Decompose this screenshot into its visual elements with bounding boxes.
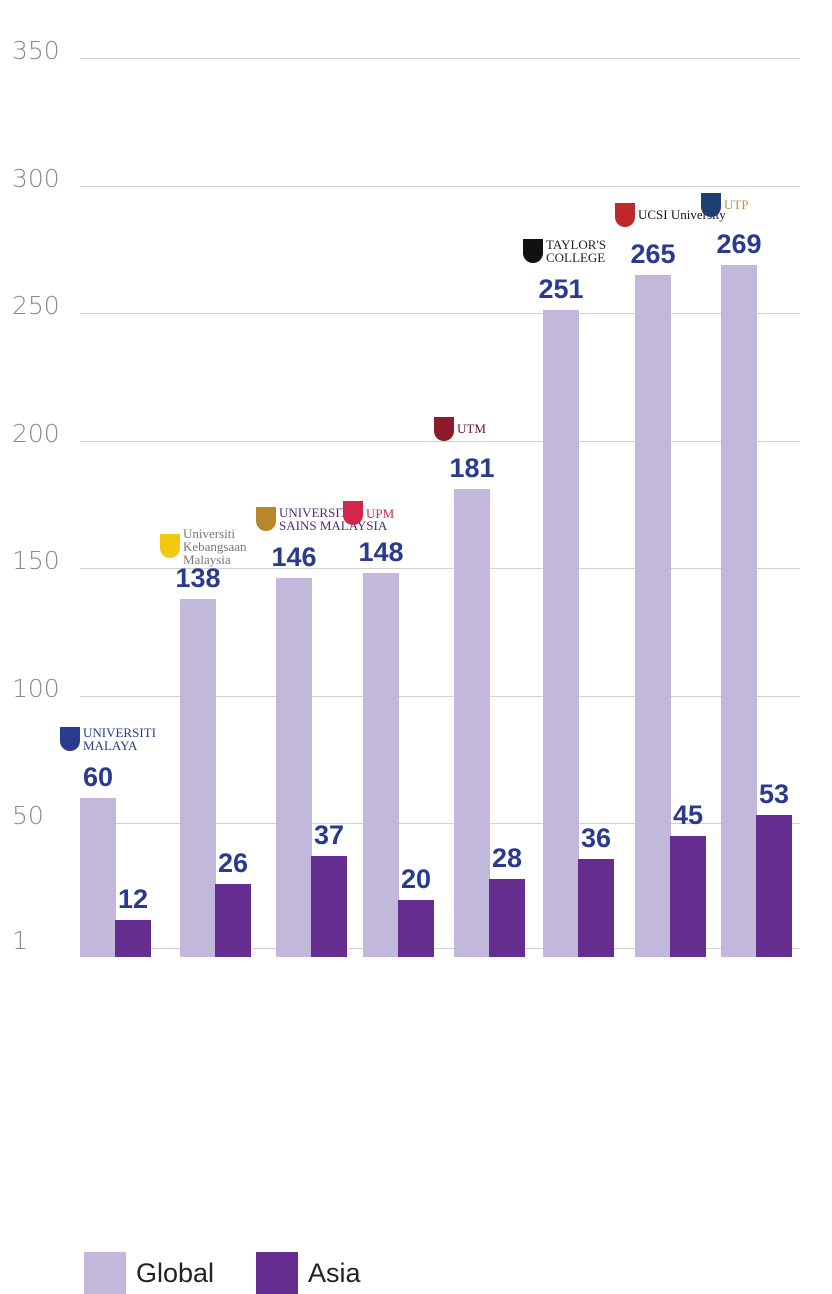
logo-text: UPM: [366, 505, 395, 521]
y-tick-label: 350: [12, 36, 60, 65]
data-label-asia-4: 28: [491, 843, 523, 874]
data-label-global-4: 181: [449, 452, 495, 483]
data-label-global-6: 265: [630, 238, 676, 269]
university-logo: TAYLOR'S COLLEGE: [523, 238, 656, 264]
university-logo: UTM: [434, 416, 486, 441]
data-label-global-7: 269: [716, 228, 762, 259]
bar-global-1: [180, 598, 216, 957]
university-logo: UPM: [343, 501, 395, 526]
y-tick-label: 200: [12, 418, 60, 448]
bar-asia-4: [489, 879, 525, 957]
bar-global-7: [721, 264, 757, 957]
data-label-asia-5: 36: [580, 822, 612, 853]
bar-asia-6: [670, 835, 706, 957]
gridline: [80, 695, 800, 697]
y-tick-label: 300: [12, 163, 60, 193]
bar-asia-7: [756, 815, 792, 957]
crest-icon: [60, 726, 80, 751]
university-logo: Universiti Kebangsaan Malaysia: [160, 527, 293, 566]
legend-swatch-asia: [256, 1252, 298, 1294]
bar-global-2: [276, 578, 312, 957]
gridline: [80, 568, 800, 570]
data-label-asia-7: 53: [758, 779, 790, 810]
gridline: [80, 823, 800, 825]
logo-text: UTM: [457, 421, 486, 437]
logo-text: Universiti Kebangsaan Malaysia: [183, 525, 247, 567]
data-label-asia-2: 37: [313, 820, 345, 851]
bar-global-5: [543, 310, 579, 957]
gridline: [80, 185, 800, 187]
data-label-asia-3: 20: [400, 863, 432, 894]
logo-text: UNIVERSITI SAINS MALAYSIA: [279, 505, 388, 534]
bar-asia-2: [311, 856, 347, 957]
y-tick-label: 250: [12, 291, 60, 320]
data-label-global-2: 146: [271, 542, 317, 573]
bar-asia-0: [115, 919, 151, 957]
data-label-global-1: 138: [175, 562, 221, 593]
gridline: [80, 58, 800, 59]
y-tick-label: 50: [12, 801, 44, 831]
bar-asia-3: [398, 899, 434, 957]
crest-icon: [160, 534, 180, 559]
legend-label-asia: Asia: [308, 1257, 361, 1288]
logo-text: UTP: [724, 197, 749, 213]
crest-icon: [343, 501, 363, 526]
bar-global-3: [363, 573, 399, 957]
crest-icon: [523, 239, 543, 264]
data-label-asia-1: 26: [217, 848, 249, 879]
university-logo: UTP: [701, 192, 749, 217]
gridline: [80, 313, 800, 314]
y-tick-label: 150: [12, 546, 60, 576]
bar-global-0: [80, 797, 116, 957]
data-label-asia-6: 45: [672, 799, 704, 830]
data-label-global-5: 251: [538, 274, 584, 305]
logo-text: UNIVERSITI MALAYA: [83, 724, 156, 753]
crest-icon: [256, 507, 276, 532]
legend-global: Global: [84, 1252, 214, 1294]
university-logo: UNIVERSITI SAINS MALAYSIA: [256, 506, 389, 532]
bar-asia-1: [215, 884, 251, 957]
logo-text: TAYLOR'S COLLEGE: [546, 237, 607, 266]
bar-global-6: [635, 274, 671, 957]
data-label-global-0: 60: [82, 761, 114, 792]
y-tick-label: 1: [12, 926, 28, 955]
legend-swatch-global: [84, 1252, 126, 1294]
crest-icon: [701, 192, 721, 217]
crest-icon: [615, 202, 635, 227]
y-tick-label: 100: [12, 673, 60, 703]
university-logo: UNIVERSITI MALAYA: [60, 726, 193, 752]
bar-asia-5: [578, 858, 614, 957]
crest-icon: [434, 416, 454, 441]
bar-global-4: [454, 488, 490, 957]
data-label-asia-0: 12: [117, 883, 149, 914]
gridline: [80, 948, 800, 949]
gridline: [80, 440, 800, 442]
legend-label-global: Global: [136, 1257, 215, 1288]
data-label-global-3: 148: [358, 537, 404, 568]
legend-asia: Asia: [256, 1252, 361, 1294]
